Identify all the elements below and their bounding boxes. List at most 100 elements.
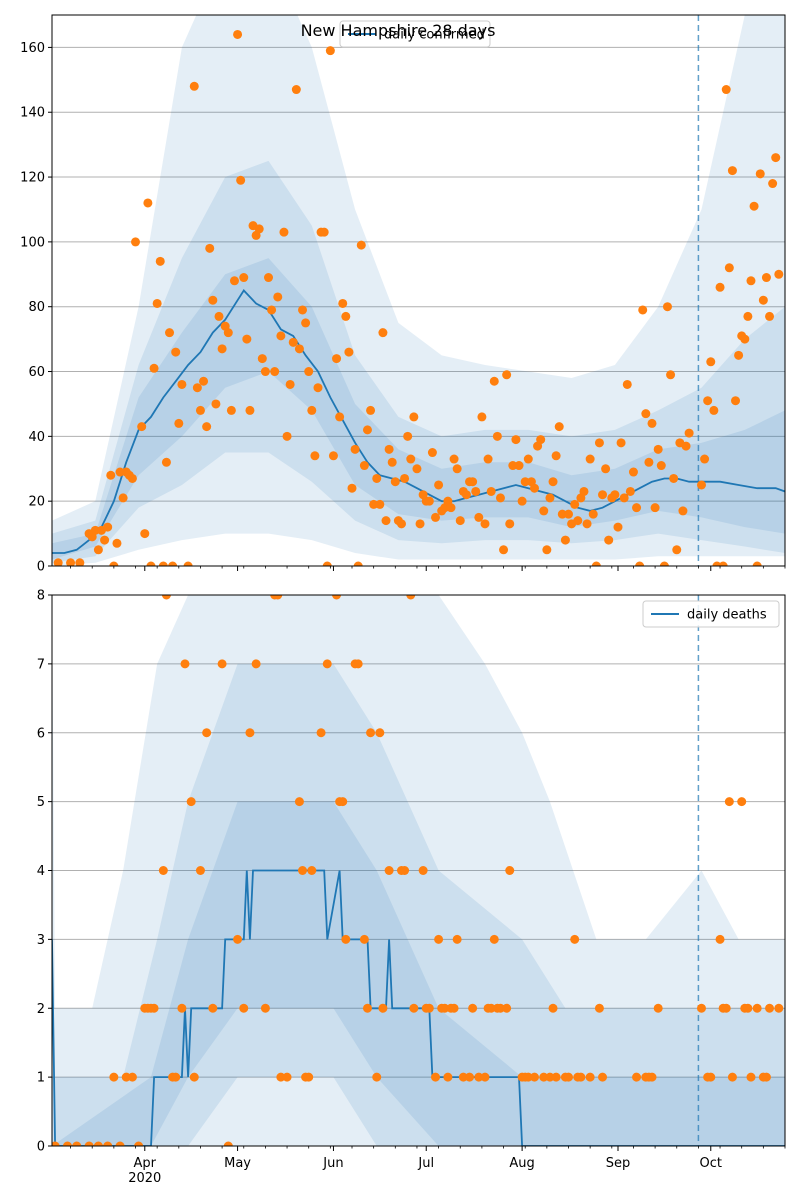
data-point — [749, 201, 759, 211]
data-point — [335, 412, 345, 422]
data-point — [223, 328, 233, 338]
data-point — [452, 464, 462, 474]
data-point — [724, 797, 734, 807]
data-point — [52, 1141, 60, 1146]
data-point — [366, 728, 376, 738]
legend-box — [642, 600, 780, 628]
data-point — [579, 486, 589, 496]
data-point — [632, 503, 642, 513]
data-point — [359, 934, 369, 944]
data-point — [746, 1072, 756, 1082]
data-point — [307, 405, 317, 415]
y-tick-label: 80 — [28, 300, 45, 315]
data-point — [366, 405, 376, 415]
legend-label: daily confirmed — [384, 28, 485, 43]
data-point — [103, 522, 113, 532]
data-point — [171, 1072, 181, 1082]
data-point — [449, 1003, 459, 1013]
data-point — [461, 490, 471, 500]
data-point — [564, 509, 574, 519]
data-point — [752, 1003, 762, 1013]
data-point — [158, 866, 168, 875]
data-point — [427, 448, 437, 458]
data-point — [146, 561, 156, 566]
data-point — [316, 728, 326, 738]
plot-area — [52, 595, 785, 1146]
data-point — [384, 444, 394, 454]
data-point — [486, 486, 496, 496]
data-point — [214, 311, 224, 321]
data-point — [260, 1003, 270, 1013]
data-point — [332, 354, 342, 364]
data-point — [523, 454, 533, 464]
data-point — [520, 477, 530, 487]
data-point — [174, 418, 184, 428]
data-point — [202, 728, 212, 738]
data-point — [118, 493, 128, 503]
data-point — [455, 516, 465, 526]
data-point — [301, 318, 311, 328]
data-point — [93, 545, 103, 555]
data-point — [322, 561, 332, 566]
legend: daily confirmed — [339, 20, 491, 48]
data-point — [378, 328, 388, 338]
data-point — [112, 538, 122, 548]
data-point — [400, 473, 410, 483]
data-point — [202, 422, 212, 432]
data-point — [758, 295, 768, 305]
data-point — [696, 1003, 706, 1013]
data-point — [653, 1003, 663, 1013]
data-point — [424, 1003, 434, 1013]
data-point — [477, 412, 487, 422]
data-point — [734, 350, 744, 360]
data-point — [560, 535, 570, 545]
data-point — [539, 1072, 549, 1082]
data-point — [149, 1003, 159, 1013]
uncertainty-band-mid — [52, 663, 785, 1146]
data-point — [208, 1003, 218, 1013]
data-point — [601, 464, 611, 474]
data-point — [465, 1072, 475, 1082]
data-point — [319, 227, 329, 237]
data-point — [177, 379, 187, 389]
data-point — [276, 331, 286, 341]
data-point — [217, 344, 227, 354]
data-point — [310, 451, 320, 461]
data-point — [260, 367, 270, 377]
data-point — [752, 561, 762, 566]
data-point — [372, 473, 382, 483]
data-point — [511, 435, 521, 445]
data-point — [131, 237, 141, 247]
data-point — [186, 797, 196, 807]
data-point — [288, 337, 298, 347]
data-point — [412, 464, 422, 474]
data-point — [211, 399, 221, 409]
x-tick-label: May — [224, 1156, 251, 1171]
data-point — [171, 347, 181, 357]
data-point — [369, 499, 379, 509]
data-point — [743, 1003, 753, 1013]
data-point — [121, 1072, 131, 1082]
legend-label: daily deaths — [687, 608, 767, 623]
data-point — [446, 503, 456, 513]
x-tick-label: Aug — [509, 1156, 534, 1171]
data-point — [483, 454, 493, 464]
data-point — [372, 1072, 382, 1082]
data-point — [545, 1072, 555, 1082]
data-point — [653, 444, 663, 454]
y-tick-label: 160 — [20, 41, 45, 56]
axes-frame — [51, 14, 786, 567]
data-point — [134, 1141, 144, 1146]
data-point — [765, 1003, 775, 1013]
data-point — [598, 490, 608, 500]
data-point — [415, 519, 425, 529]
data-point — [684, 428, 694, 438]
data-point — [239, 1003, 249, 1013]
data-point — [165, 328, 175, 338]
data-point — [585, 454, 595, 464]
data-point — [341, 934, 351, 944]
data-point — [706, 1072, 716, 1082]
data-point — [192, 383, 202, 393]
data-point — [356, 240, 366, 250]
